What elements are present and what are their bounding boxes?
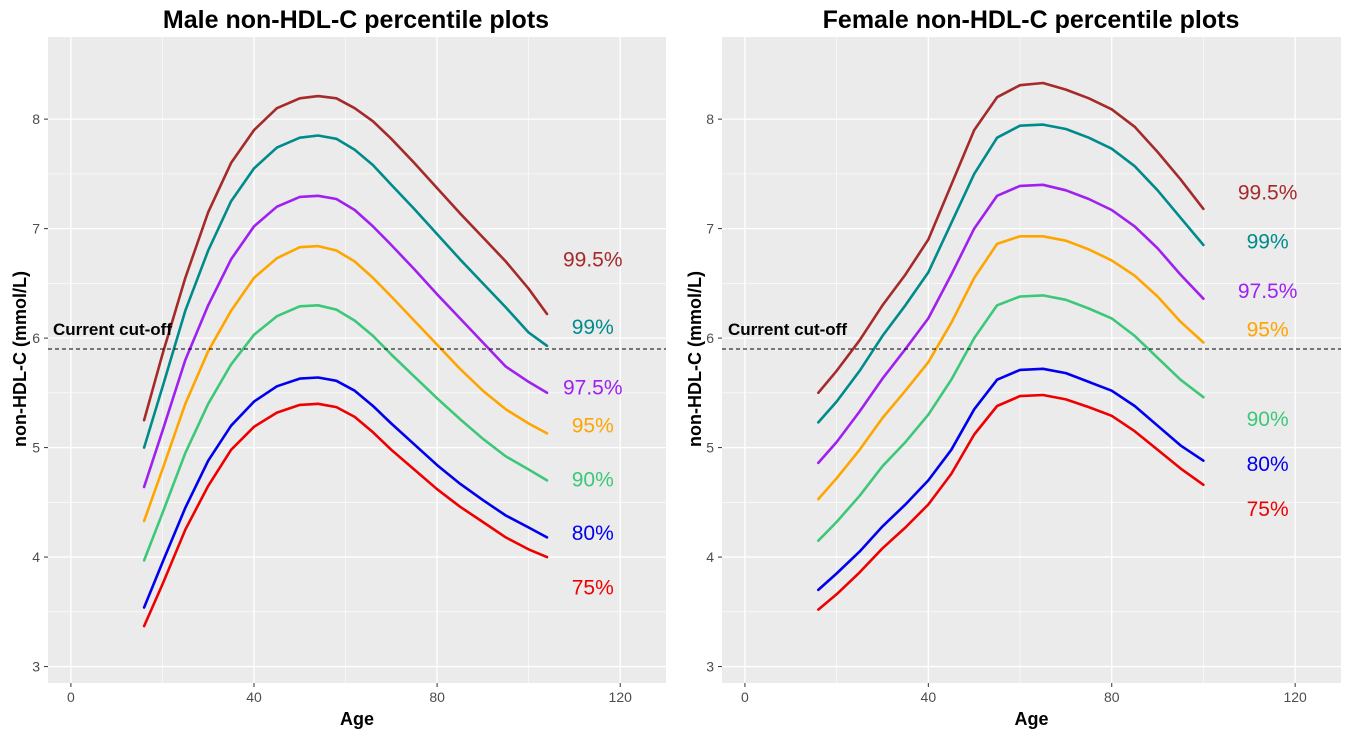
x-axis-title: Age [340, 709, 374, 729]
y-tick-label: 3 [32, 659, 40, 675]
cutoff-label: Current cut-off [728, 320, 847, 339]
series-label-99pct: 99% [572, 316, 614, 339]
y-tick-label: 5 [706, 440, 714, 456]
y-tick-label: 5 [32, 440, 40, 456]
series-line-75pct [817, 393, 1205, 611]
series-line-99.5pct [142, 94, 549, 422]
chart-panel-female: 0 40 80 120 3 4 5 6 7 8 Current cut-off 99.5% 99% 97.… [685, 6, 1341, 729]
y-tick-label: 4 [32, 549, 40, 565]
x-tick-label: 80 [1104, 689, 1120, 705]
series-label-99.5pct: 99.5% [563, 248, 623, 271]
series-label-90pct: 90% [572, 468, 614, 491]
y-tick-label: 6 [706, 330, 714, 346]
y-tick-label: 8 [706, 111, 714, 127]
cutoff-label: Current cut-off [53, 320, 172, 339]
series-line-80pct [817, 367, 1205, 592]
x-tick-label: 40 [246, 689, 262, 705]
y-axis-title: non-HDL-C (mmol/L) [10, 271, 30, 447]
series-label-99.5pct: 99.5% [1238, 181, 1298, 204]
series-line-95pct [142, 244, 549, 523]
x-tick-label: 0 [67, 689, 75, 705]
series-label-80pct: 80% [572, 522, 614, 545]
y-tick-label: 4 [706, 549, 714, 565]
y-tick-label: 6 [32, 330, 40, 346]
y-axis-title: non-HDL-C (mmol/L) [685, 271, 705, 447]
series-line-90pct [817, 294, 1205, 542]
y-tick-label: 3 [706, 659, 714, 675]
x-tick-label: 40 [921, 689, 937, 705]
series-line-99.5pct [817, 81, 1205, 395]
chart-panel-male: 0 40 80 120 3 4 5 6 7 8 Current cut-off 99.5% 99% 97.… [10, 6, 666, 729]
y-tick-label: 7 [706, 221, 714, 237]
series-line-75pct [142, 402, 549, 628]
series-label-75pct: 75% [1247, 498, 1289, 521]
series-line-97.5pct [817, 183, 1205, 465]
series-line-80pct [142, 376, 549, 609]
series-label-80pct: 80% [1247, 453, 1289, 476]
x-axis-title: Age [1014, 709, 1048, 729]
series-label-75pct: 75% [572, 577, 614, 600]
series-label-95pct: 95% [572, 415, 614, 438]
x-tick-label: 120 [1283, 689, 1307, 705]
series-line-95pct [817, 235, 1205, 501]
plot-background [48, 37, 666, 683]
series-label-90pct: 90% [1247, 408, 1289, 431]
series-label-95pct: 95% [1247, 318, 1289, 341]
series-label-99pct: 99% [1247, 231, 1289, 254]
series-line-99pct [142, 134, 549, 449]
x-tick-label: 0 [741, 689, 749, 705]
x-tick-label: 120 [609, 689, 633, 705]
series-line-97.5pct [142, 194, 549, 489]
y-tick-label: 8 [32, 111, 40, 127]
series-label-97.5pct: 97.5% [1238, 280, 1298, 303]
chart-title: Male non-HDL-C percentile plots [163, 6, 549, 34]
x-tick-label: 80 [429, 689, 445, 705]
series-label-97.5pct: 97.5% [563, 376, 623, 399]
y-tick-label: 7 [32, 221, 40, 237]
series-line-99pct [817, 123, 1205, 424]
series-line-90pct [142, 304, 549, 562]
plot-background [722, 37, 1341, 683]
chart-title: Female non-HDL-C percentile plots [823, 6, 1240, 34]
